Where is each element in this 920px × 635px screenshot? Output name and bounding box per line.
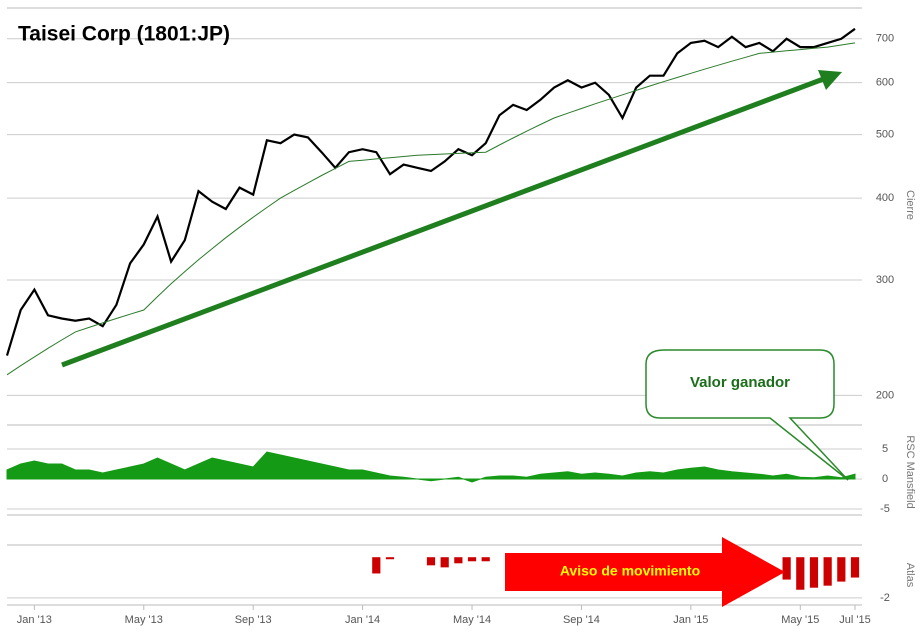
bar: [823, 557, 832, 586]
y-tick-label: 5: [882, 443, 888, 455]
y-tick-label: 600: [876, 77, 894, 89]
bar: [440, 557, 449, 568]
y-axis-title: RSC Mansfield: [904, 435, 916, 508]
trend-arrow: [61, 75, 827, 368]
y-tick-label: 0: [882, 473, 888, 485]
x-tick-label: Jan '15: [673, 614, 708, 626]
x-tick-label: Jan '14: [345, 614, 380, 626]
bar: [454, 557, 463, 564]
bar: [385, 557, 395, 560]
price-line: [5, 27, 856, 356]
moving-average: [6, 42, 856, 376]
bar: [481, 557, 490, 562]
x-tick-label: Jul '15: [839, 614, 870, 626]
plot-area: Jan '13 May '13 Sep '13 Jan '14 May '14 Sep '…: [5, 27, 894, 626]
y-tick-label: 400: [876, 192, 894, 204]
signal-arrow: [505, 537, 785, 607]
x-tick-label: Sep '14: [563, 614, 600, 626]
y-axis-title: Cierre: [904, 190, 916, 220]
bar: [372, 557, 381, 574]
x-tick-label: May '13: [125, 614, 163, 626]
bar: [426, 557, 436, 566]
x-tick-label: May '14: [453, 614, 491, 626]
trend-arrow-head: [818, 70, 842, 90]
y-tick-label: 200: [876, 389, 894, 401]
chart-title: Taisei Corp (1801:JP): [18, 23, 230, 46]
bar: [467, 557, 477, 562]
callout: [645, 349, 849, 481]
bar: [850, 557, 860, 578]
y-tick-label: -5: [880, 503, 890, 515]
x-tick-label: May '15: [781, 614, 819, 626]
y-tick-label: 500: [876, 128, 894, 140]
y-tick-label: -2: [880, 592, 890, 604]
x-tick-label: Sep '13: [235, 614, 272, 626]
y-axis-title: Atlas: [904, 563, 916, 588]
bar: [837, 557, 846, 582]
bar: [796, 557, 805, 590]
y-tick-label: 700: [876, 33, 894, 45]
bar: [782, 557, 791, 580]
bar: [809, 557, 819, 588]
rsc-area: [6, 451, 856, 483]
signal-text: Aviso de movimiento: [560, 563, 700, 579]
callout-text: Valor ganador: [690, 374, 790, 391]
x-tick-label: Jan '13: [17, 614, 52, 626]
y-tick-label: 300: [876, 274, 894, 286]
